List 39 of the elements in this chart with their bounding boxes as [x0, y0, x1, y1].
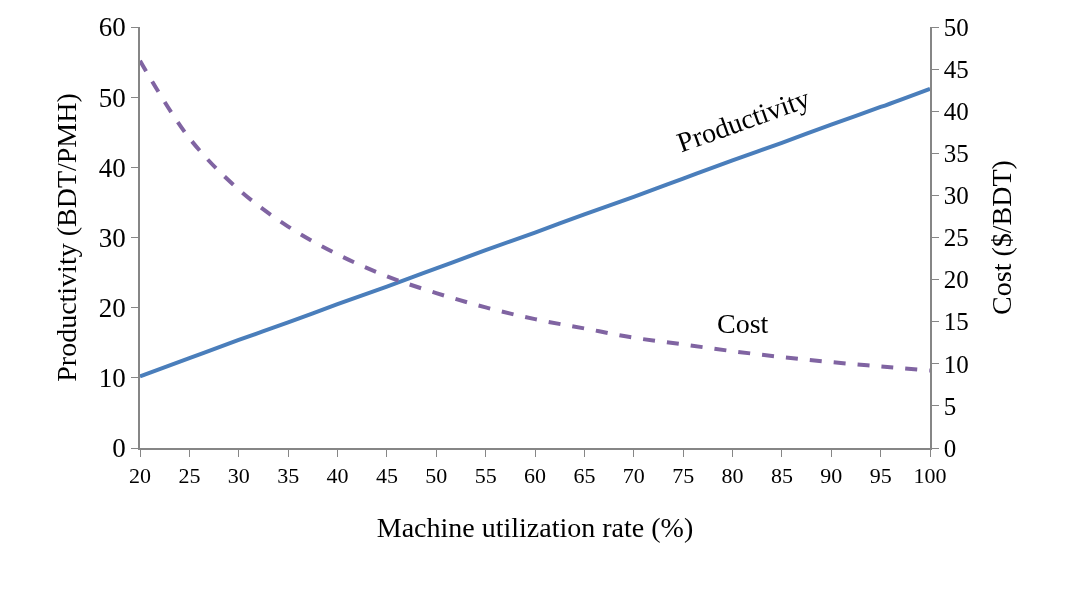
y2-tick-label: 20 — [943, 266, 969, 294]
x-tick-label: 100 — [913, 463, 947, 489]
x-tick-label: 95 — [869, 463, 892, 489]
y2-tick-label: 50 — [943, 13, 969, 41]
series-label: Cost — [717, 308, 769, 339]
y2-tick-label: 30 — [943, 182, 969, 210]
y2-tick-label: 45 — [943, 55, 969, 83]
x-tick-label: 90 — [820, 463, 843, 489]
x-tick-label: 80 — [721, 463, 744, 489]
y2-tick-label: 0 — [943, 434, 957, 462]
y2-tick-label: 25 — [943, 224, 969, 252]
y-tick-label: 20 — [98, 293, 126, 324]
x-tick-label: 30 — [227, 463, 250, 489]
x-tick-label: 35 — [277, 463, 300, 489]
y-tick-label: 50 — [98, 82, 126, 113]
x-tick-label: 25 — [178, 463, 201, 489]
y-axis-title: Productivity (BDT/PMH) — [51, 93, 83, 382]
x-tick-label: 60 — [524, 463, 546, 489]
y2-tick-label: 40 — [943, 97, 969, 125]
y-tick-label: 40 — [98, 152, 126, 183]
y2-tick-label: 35 — [943, 140, 969, 168]
x-tick-label: 70 — [622, 463, 645, 489]
x-tick-label: 45 — [375, 463, 398, 489]
y2-tick-label: 5 — [943, 392, 957, 420]
y-tick-label: 0 — [112, 433, 126, 464]
y2-tick-label: 15 — [943, 308, 969, 336]
y2-tick-label: 10 — [943, 350, 969, 378]
y-tick-label: 10 — [98, 363, 126, 394]
x-tick-label: 75 — [672, 463, 695, 489]
x-axis-title: Machine utilization rate (%) — [376, 511, 694, 543]
x-tick-label: 50 — [425, 463, 448, 489]
x-tick-label: 40 — [326, 463, 349, 489]
x-tick-label: 55 — [474, 463, 497, 489]
y2-axis-title: Cost ($/BDT) — [986, 160, 1018, 315]
y-tick-label: 60 — [98, 12, 126, 43]
x-tick-label: 85 — [770, 463, 793, 489]
x-tick-label: 65 — [573, 463, 596, 489]
x-tick-label: 20 — [129, 463, 151, 489]
y-tick-label: 30 — [98, 222, 126, 253]
